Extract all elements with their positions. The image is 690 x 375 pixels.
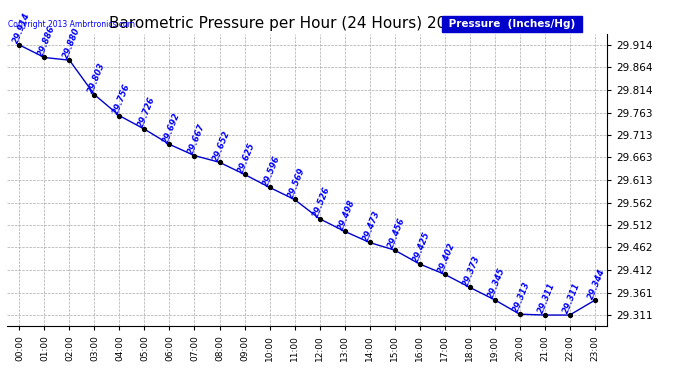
Title: Barometric Pressure per Hour (24 Hours) 20130218: Barometric Pressure per Hour (24 Hours) … — [110, 16, 504, 31]
Text: 29.425: 29.425 — [411, 231, 432, 264]
Point — [364, 240, 375, 246]
Text: 29.625: 29.625 — [236, 141, 257, 174]
Point — [189, 153, 200, 159]
Text: 29.756: 29.756 — [111, 82, 132, 116]
Text: 29.313: 29.313 — [511, 280, 532, 314]
Text: 29.373: 29.373 — [462, 254, 482, 287]
Text: 29.886: 29.886 — [36, 24, 57, 57]
Text: Pressure  (Inches/Hg): Pressure (Inches/Hg) — [445, 20, 579, 29]
Point — [239, 171, 250, 177]
Text: 29.498: 29.498 — [336, 198, 357, 231]
Text: Copyright 2013 Ambrtronics.com: Copyright 2013 Ambrtronics.com — [8, 20, 135, 29]
Text: 29.569: 29.569 — [286, 166, 307, 200]
Text: 29.456: 29.456 — [386, 217, 407, 250]
Text: 29.726: 29.726 — [136, 96, 157, 129]
Point — [539, 312, 550, 318]
Point — [39, 54, 50, 60]
Text: 29.402: 29.402 — [436, 241, 457, 274]
Text: 29.667: 29.667 — [186, 122, 207, 156]
Text: 29.914: 29.914 — [11, 12, 32, 45]
Point — [314, 216, 325, 222]
Point — [289, 196, 300, 202]
Text: 29.311: 29.311 — [536, 282, 557, 315]
Text: 29.311: 29.311 — [562, 282, 582, 315]
Text: 29.880: 29.880 — [61, 27, 81, 60]
Text: 29.692: 29.692 — [161, 111, 181, 144]
Point — [564, 312, 575, 318]
Point — [489, 297, 500, 303]
Point — [264, 184, 275, 190]
Point — [164, 141, 175, 147]
Point — [439, 271, 450, 277]
Text: 29.652: 29.652 — [211, 129, 232, 162]
Point — [464, 284, 475, 290]
Text: 29.526: 29.526 — [311, 185, 332, 219]
Point — [589, 297, 600, 303]
Text: 29.344: 29.344 — [586, 267, 607, 300]
Point — [89, 92, 100, 98]
Text: 29.596: 29.596 — [262, 154, 282, 188]
Point — [414, 261, 425, 267]
Point — [64, 57, 75, 63]
Text: 29.803: 29.803 — [86, 61, 107, 94]
Text: 29.345: 29.345 — [486, 266, 507, 300]
Point — [214, 159, 225, 165]
Point — [339, 228, 350, 234]
Point — [14, 42, 25, 48]
Point — [139, 126, 150, 132]
Text: 29.473: 29.473 — [362, 209, 382, 243]
Point — [514, 311, 525, 317]
Point — [114, 113, 125, 119]
Point — [389, 247, 400, 253]
